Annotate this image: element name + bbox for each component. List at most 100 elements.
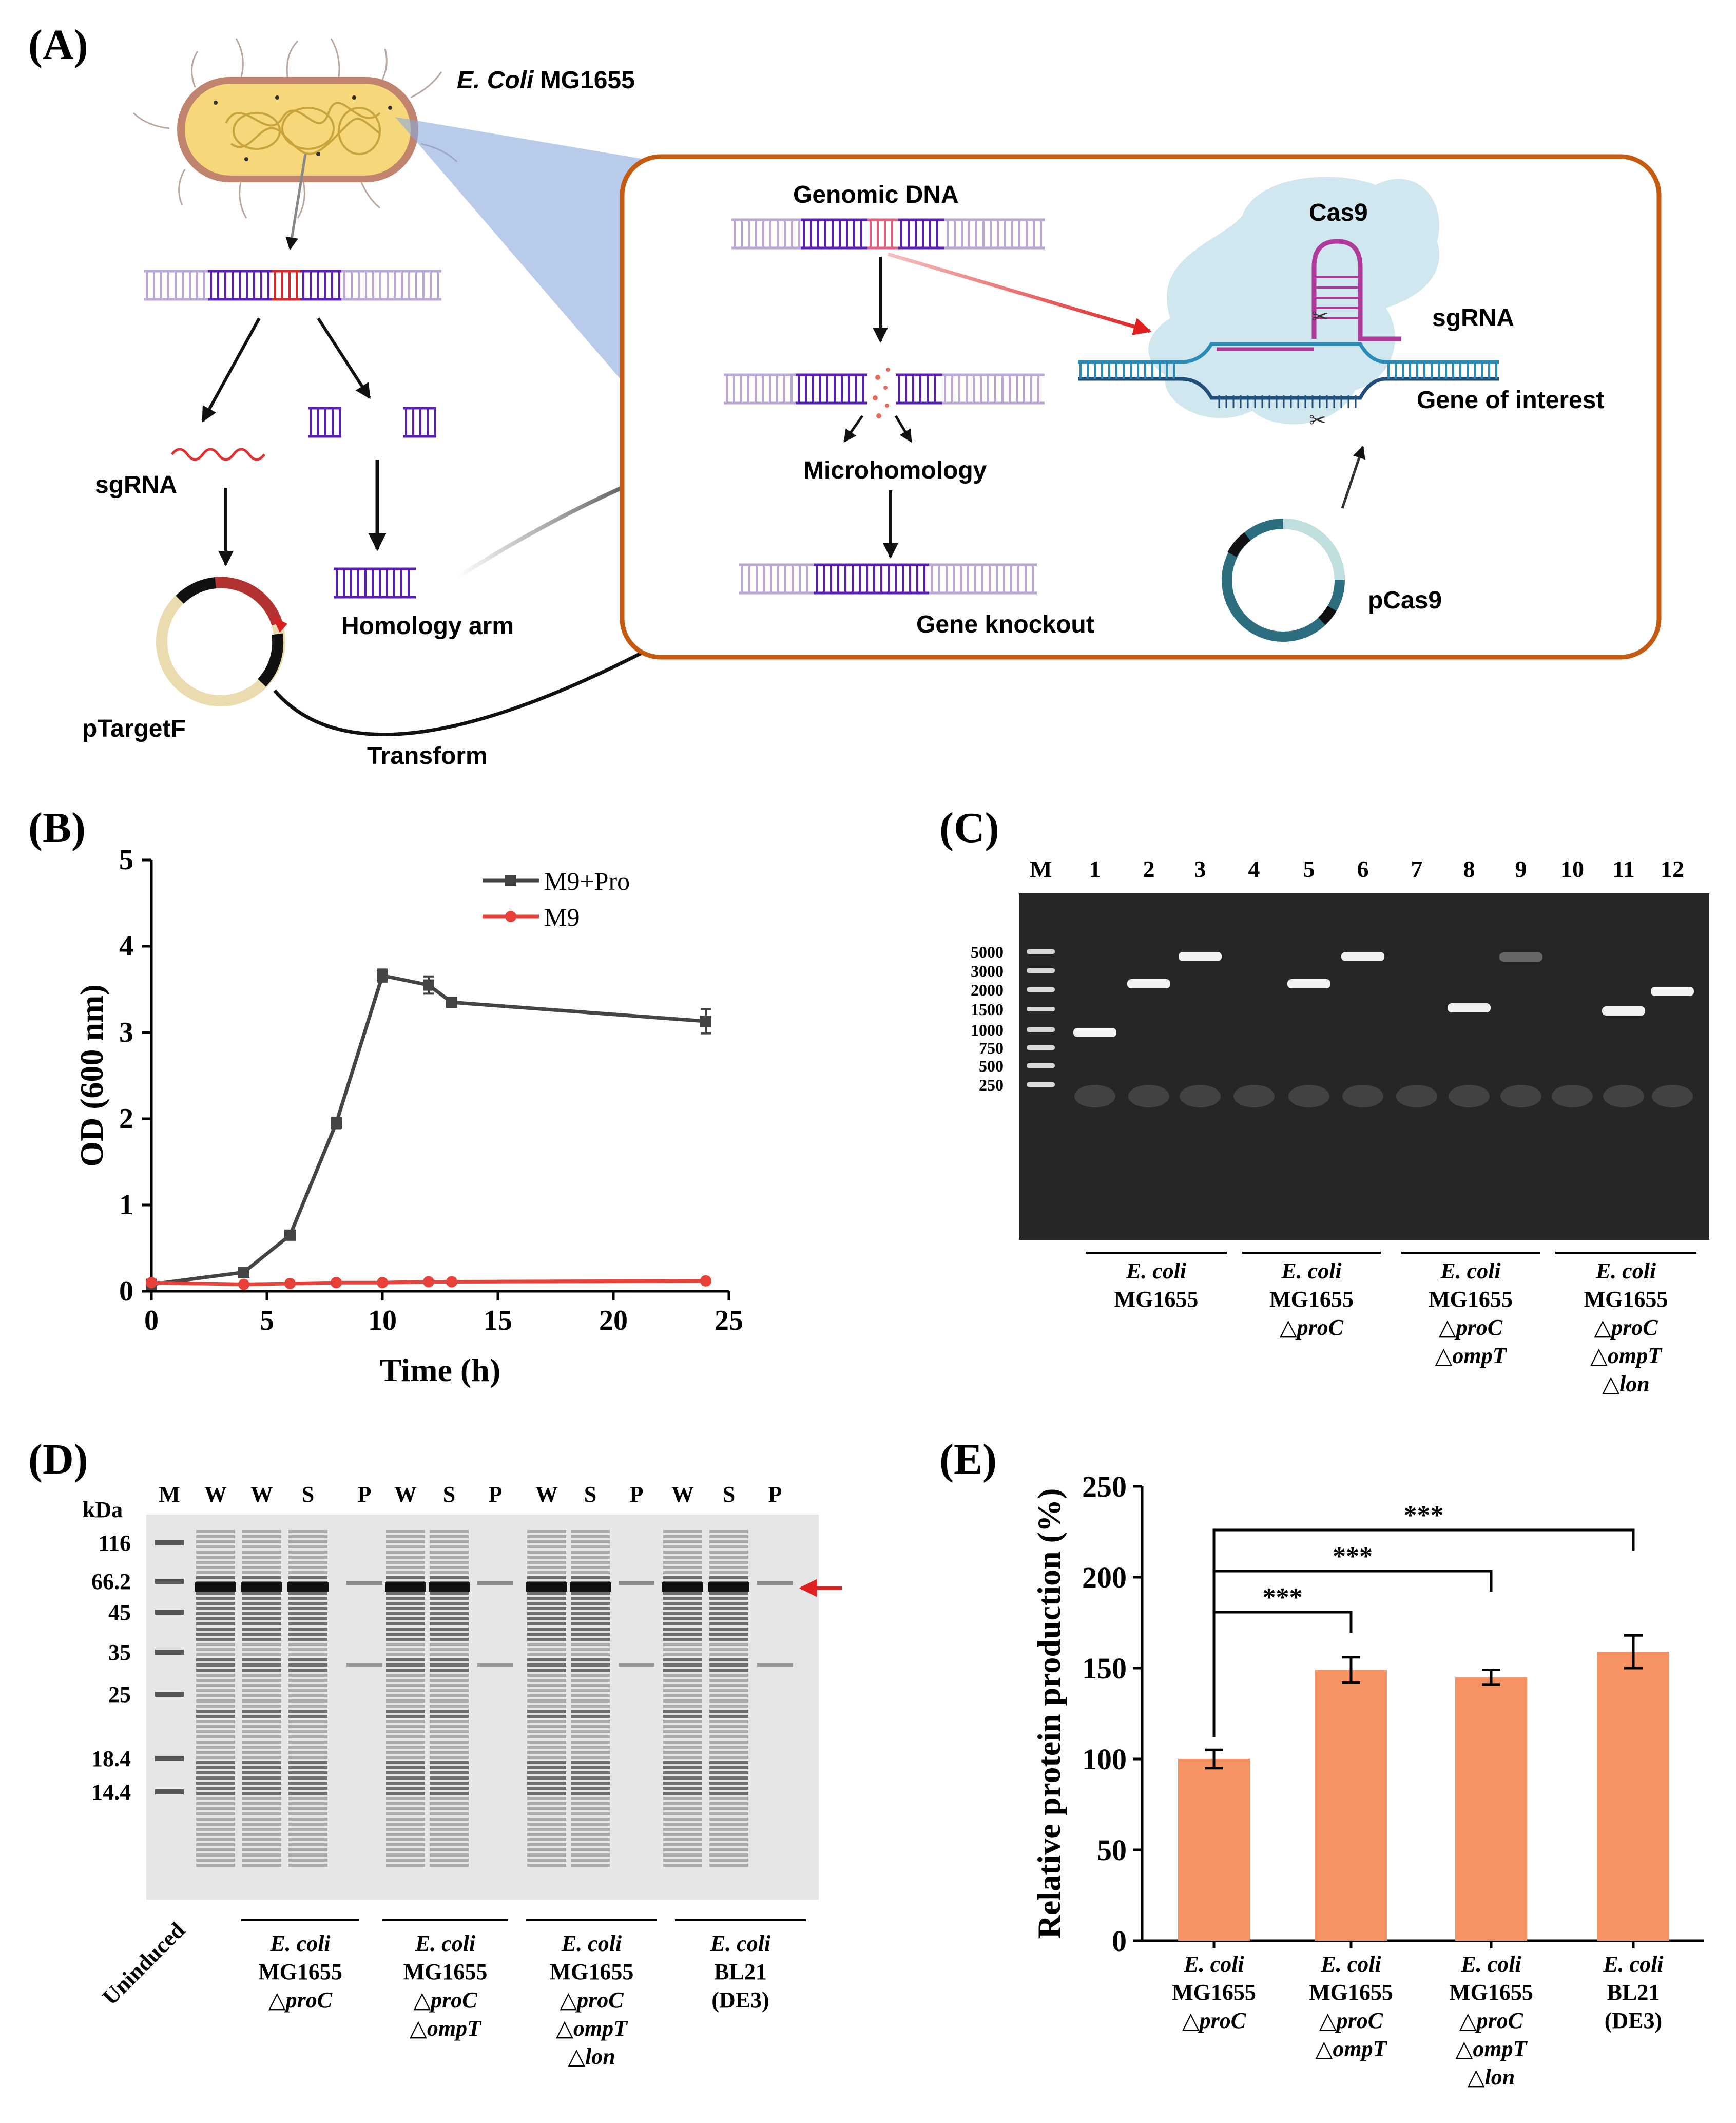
- protein-band: [709, 1658, 748, 1661]
- protein-band: [288, 1735, 327, 1738]
- protein-band: [571, 1566, 610, 1569]
- marker-band: [155, 1789, 184, 1794]
- protein-band: [242, 1556, 281, 1559]
- protein-band: [571, 1720, 610, 1723]
- protein-band: [709, 1751, 748, 1754]
- protein-band: [196, 1771, 235, 1774]
- protein-band: [527, 1823, 566, 1826]
- protein-band: [709, 1782, 748, 1785]
- protein-band: [196, 1622, 235, 1625]
- protein-band: [663, 1741, 702, 1744]
- protein-band: [709, 1828, 748, 1831]
- protein-band: [663, 1597, 702, 1600]
- dna-band: [1448, 1003, 1491, 1012]
- protein-band: [386, 1864, 425, 1867]
- arrow-transform: [273, 632, 680, 737]
- bar: [1455, 1677, 1527, 1941]
- protein-band: [196, 1653, 235, 1656]
- protein-band: [571, 1622, 610, 1625]
- protein-band: [663, 1628, 702, 1631]
- protein-band: [242, 1663, 281, 1667]
- protein-band: [527, 1741, 566, 1744]
- group-genotype: △proC: [1280, 1315, 1344, 1340]
- primer-dimer: [1500, 1085, 1541, 1107]
- protein-band: [571, 1684, 610, 1687]
- protein-band: [571, 1633, 610, 1636]
- protein-band: [386, 1699, 425, 1703]
- ladder-size-label: 1500: [971, 1000, 1004, 1019]
- protein-band: [242, 1833, 281, 1836]
- protein-band: [527, 1776, 566, 1780]
- protein-band: [663, 1730, 702, 1733]
- protein-band: [527, 1658, 566, 1661]
- group-genotype: △ompT: [556, 2016, 628, 2041]
- pellet-band: [619, 1663, 654, 1667]
- dna-band: [1127, 979, 1170, 988]
- protein-band: [527, 1715, 566, 1718]
- protein-band: [196, 1638, 235, 1641]
- protein-band: [571, 1648, 610, 1651]
- protein-band: [527, 1663, 566, 1667]
- protein-band: [430, 1669, 469, 1672]
- protein-band: [242, 1689, 281, 1692]
- protein-band: [196, 1787, 235, 1790]
- protein-band: [527, 1684, 566, 1687]
- protein-band: [386, 1741, 425, 1744]
- protein-band: [288, 1828, 327, 1831]
- ladder-band: [1027, 949, 1055, 954]
- protein-band: [242, 1853, 281, 1857]
- data-point: [423, 1276, 434, 1288]
- protein-band: [196, 1705, 235, 1708]
- protein-band: [430, 1679, 469, 1682]
- protein-band: [288, 1725, 327, 1728]
- x-category-label: MG1655: [1172, 1980, 1256, 2005]
- protein-band: [196, 1551, 235, 1554]
- lane-label: 3: [1194, 856, 1206, 882]
- lane-label: W: [250, 1482, 273, 1507]
- protein-band: [242, 1694, 281, 1697]
- protein-band: [527, 1592, 566, 1595]
- protein-band: [527, 1848, 566, 1851]
- ladder-band: [1027, 1045, 1055, 1050]
- genomic-dna-strand: [731, 218, 1045, 250]
- protein-band: [527, 1853, 566, 1857]
- protein-band: [571, 1658, 610, 1661]
- protein-band: [663, 1551, 702, 1554]
- protein-band: [709, 1694, 748, 1697]
- protein-band: [288, 1746, 327, 1749]
- protein-band: [663, 1571, 702, 1574]
- protein-band: [196, 1658, 235, 1661]
- protein-band: [242, 1787, 281, 1790]
- protein-band: [288, 1715, 327, 1718]
- marker-band: [155, 1579, 184, 1584]
- protein-band: [386, 1802, 425, 1805]
- marker-size-label: 45: [108, 1600, 131, 1625]
- protein-band: [386, 1638, 425, 1641]
- ladder-size-label: 3000: [971, 962, 1004, 980]
- primer-dimer: [1233, 1085, 1275, 1107]
- marker-size-label: 116: [98, 1531, 131, 1556]
- protein-band: [196, 1699, 235, 1703]
- y-tick-label: 1: [119, 1189, 133, 1221]
- protein-band: [288, 1607, 327, 1610]
- protein-band: [196, 1612, 235, 1615]
- protein-band: [527, 1540, 566, 1543]
- group-genotype: MG1655: [1269, 1287, 1354, 1312]
- protein-band: [663, 1833, 702, 1836]
- protein-band: [196, 1628, 235, 1631]
- protein-band: [288, 1653, 327, 1656]
- group-species: E. coli: [1126, 1258, 1187, 1284]
- protein-band: [196, 1802, 235, 1805]
- panel-a: (A) E. Coli MG1655: [28, 21, 1662, 770]
- protein-band: [709, 1812, 748, 1815]
- cas9-label: Cas9: [1309, 199, 1368, 226]
- y-tick-label: 250: [1082, 1470, 1127, 1503]
- protein-band: [663, 1705, 702, 1708]
- protein-band: [709, 1771, 748, 1774]
- protein-band: [527, 1782, 566, 1785]
- protein-band: [196, 1648, 235, 1651]
- bar: [1178, 1759, 1250, 1941]
- growth-curve-chart: 0 1 2 3 4 5 0 5 10 15 20 25 Time (h) OD (600 nm) M9+Pr…: [73, 844, 743, 1388]
- protein-band: [386, 1556, 425, 1559]
- protein-band: [571, 1710, 610, 1713]
